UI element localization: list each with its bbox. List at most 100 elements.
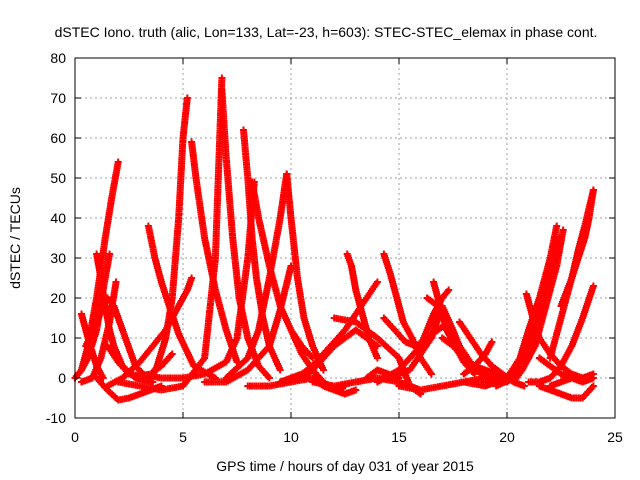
- data-point: [267, 276, 271, 280]
- data-point: [559, 372, 563, 376]
- data-point: [190, 276, 194, 280]
- data-point: [522, 384, 526, 388]
- data-point: [246, 356, 250, 360]
- y-tick-label: 0: [58, 370, 66, 386]
- data-point: [241, 128, 245, 132]
- data-point: [177, 216, 181, 220]
- data-point: [90, 376, 94, 380]
- y-tick-label: -10: [46, 410, 66, 426]
- data-point: [559, 364, 563, 368]
- data-point: [99, 276, 103, 280]
- data-point: [537, 356, 541, 360]
- y-tick-label: 50: [50, 170, 66, 186]
- data-point: [354, 388, 358, 392]
- data-point: [559, 380, 563, 384]
- data-series: [283, 170, 327, 374]
- chart-title: dSTEC Iono. truth (alic, Lon=133, Lat=-2…: [55, 24, 598, 40]
- data-point: [170, 352, 174, 356]
- data-point: [440, 384, 444, 388]
- data-point: [278, 216, 282, 220]
- data-point: [231, 236, 235, 240]
- data-point: [321, 368, 325, 372]
- data-point: [548, 356, 552, 360]
- y-tick-label: 20: [50, 290, 66, 306]
- data-point: [483, 368, 487, 372]
- data-point: [105, 384, 109, 388]
- data-point: [285, 172, 289, 176]
- data-point: [121, 376, 125, 380]
- data-point: [388, 272, 392, 276]
- y-tick-label: 40: [50, 210, 66, 226]
- data-point: [108, 252, 112, 256]
- data-point: [375, 380, 379, 384]
- data-point: [153, 256, 157, 260]
- data-point: [267, 344, 271, 348]
- x-tick-label: 25: [607, 429, 623, 445]
- data-point: [95, 296, 99, 300]
- data-point: [289, 376, 293, 380]
- data-point: [410, 336, 414, 340]
- data-point: [479, 372, 483, 376]
- series-markers: [93, 250, 157, 386]
- data-point: [185, 288, 189, 292]
- data-point: [365, 336, 369, 340]
- data-point: [440, 304, 444, 308]
- y-tick-label: 10: [50, 330, 66, 346]
- data-series: [380, 250, 435, 378]
- y-tick-label: 80: [50, 50, 66, 66]
- series-markers: [535, 382, 597, 402]
- data-point: [581, 316, 585, 320]
- x-tick-label: 20: [499, 429, 515, 445]
- data-point: [354, 380, 358, 384]
- data-point: [468, 336, 472, 340]
- data-series: [136, 178, 258, 382]
- data-series: [557, 186, 597, 310]
- tick-layer: -10 0 10 20 30 40 50 60 70 80 0 5 10 15 20 25: [46, 50, 623, 445]
- data-point: [235, 360, 239, 364]
- data-point: [224, 156, 228, 160]
- data-point: [311, 344, 315, 348]
- data-point: [591, 384, 595, 388]
- data-point: [533, 344, 537, 348]
- data-point: [343, 336, 347, 340]
- data-point: [555, 264, 559, 268]
- data-point: [138, 384, 142, 388]
- data-point: [192, 364, 196, 368]
- data-point: [224, 328, 228, 332]
- data-point: [246, 256, 250, 260]
- plot-frame: [74, 57, 616, 419]
- data-point: [114, 280, 118, 284]
- data-point: [138, 360, 142, 364]
- data-point: [447, 320, 451, 324]
- data-point: [138, 392, 142, 396]
- data-point: [462, 380, 466, 384]
- data-point: [246, 336, 250, 340]
- x-axis-label: GPS time / hours of day 031 of year 2015: [216, 458, 474, 474]
- data-point: [419, 388, 423, 392]
- data-point: [267, 384, 271, 388]
- data-point: [531, 316, 535, 320]
- data-point: [146, 224, 150, 228]
- data-point: [254, 276, 258, 280]
- data-point: [278, 380, 282, 384]
- data-point: [365, 376, 369, 380]
- data-point: [544, 304, 548, 308]
- data-point: [84, 344, 88, 348]
- data-point: [194, 176, 198, 180]
- data-point: [432, 312, 436, 316]
- data-point: [112, 344, 116, 348]
- data-point: [250, 180, 254, 184]
- data-point: [224, 360, 228, 364]
- data-point: [343, 328, 347, 332]
- data-point: [181, 376, 185, 380]
- data-point: [445, 328, 449, 332]
- y-tick-label: 70: [50, 90, 66, 106]
- data-point: [490, 340, 494, 344]
- data-point: [349, 264, 353, 268]
- data-point: [170, 296, 174, 300]
- data-point: [311, 380, 315, 384]
- data-point: [490, 364, 494, 368]
- data-series: [438, 334, 511, 382]
- data-point: [155, 364, 159, 368]
